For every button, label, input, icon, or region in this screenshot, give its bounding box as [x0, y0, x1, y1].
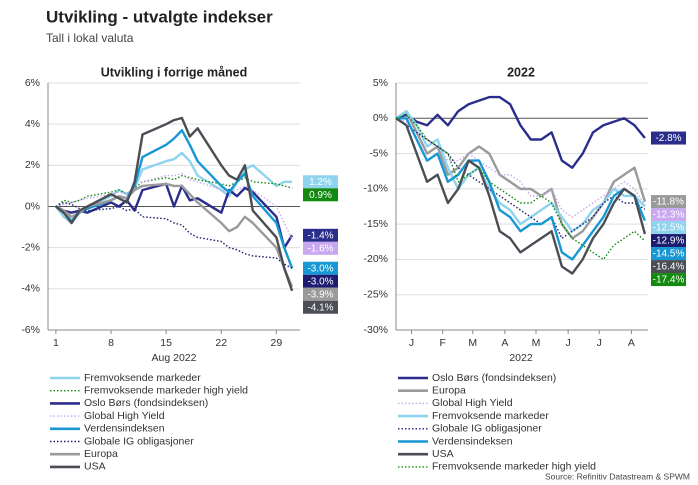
x-tick-label: 29	[271, 337, 283, 349]
x-tick-label: J	[566, 337, 571, 349]
y-tick-label: -4%	[21, 283, 40, 295]
x-tick-label: 22	[215, 337, 227, 349]
series-line	[395, 117, 647, 275]
series-line	[55, 201, 293, 269]
end-label: -16.4%	[653, 262, 685, 273]
legend-label: Fremvoksende markeder	[432, 410, 549, 422]
end-label: -2.8%	[655, 133, 681, 144]
end-label-box	[303, 188, 338, 202]
end-label: -17.4%	[653, 275, 685, 286]
legend-label: Oslo Børs (fondsindeksen)	[84, 397, 208, 409]
x-tick-label: 8	[108, 337, 114, 349]
y-tick-label: -10%	[363, 183, 388, 195]
end-label: -11.8%	[653, 197, 684, 208]
legend-label: Europa	[84, 448, 118, 460]
y-tick-label: -2%	[21, 241, 40, 253]
end-label: -14.5%	[653, 249, 685, 260]
legend-label: Fremvoksende markeder	[84, 372, 201, 384]
y-tick-label: 0%	[373, 112, 388, 124]
x-tick-label: M	[468, 337, 477, 349]
legend-label: Europa	[432, 384, 466, 396]
y-tick-label: 0%	[25, 200, 40, 212]
end-label: -3.0%	[307, 276, 333, 287]
y-tick-label: -5%	[369, 147, 388, 159]
x-tick-label: 1	[53, 337, 59, 349]
series-line	[395, 117, 646, 239]
x-tick-label: J	[597, 337, 602, 349]
end-label-box	[303, 274, 338, 288]
end-label: -1.4%	[307, 230, 333, 241]
end-label-box	[651, 195, 686, 209]
legend-label: Fremvoksende markeder high yield	[432, 461, 596, 473]
legend-label: Globale IG obligasjoner	[84, 435, 194, 447]
end-label: -12.3%	[653, 210, 685, 221]
series-line	[55, 174, 293, 208]
x-tick-label: F	[439, 337, 445, 349]
end-label-box	[303, 228, 338, 242]
series-line	[395, 114, 646, 261]
y-tick-label: 5%	[373, 77, 388, 89]
end-label: -1.6%	[307, 243, 333, 254]
y-tick-label: -30%	[363, 324, 388, 336]
x-tick-label: A	[628, 337, 635, 349]
page-title: Utvikling - utvalgte indekser	[46, 7, 273, 26]
source: Source: Refinitiv Datastream & SPWM	[545, 471, 690, 481]
y-tick-label: -15%	[363, 218, 388, 230]
series-line	[396, 117, 647, 261]
chart-title: 2022	[507, 65, 535, 79]
end-label-box	[651, 208, 686, 222]
y-tick-label: 2%	[25, 159, 40, 171]
legend-label: Fremvoksende markeder high yield	[84, 384, 248, 396]
end-label-box	[303, 287, 338, 301]
end-label-box	[303, 300, 338, 314]
end-label: -12.5%	[653, 223, 685, 234]
legend-label: Global High Yield	[84, 410, 165, 422]
legend-label: Global High Yield	[432, 397, 513, 409]
page-subtitle: Tall i lokal valuta	[46, 31, 134, 45]
end-label-box	[651, 247, 686, 261]
legend-label: Globale IG obligasjoner	[432, 423, 542, 435]
y-tick-label: -20%	[363, 253, 388, 265]
end-label-box	[303, 175, 338, 189]
x-tick-label: M	[532, 337, 541, 349]
legend-label: Oslo Børs (fondsindeksen)	[432, 372, 556, 384]
end-label: -3.0%	[307, 263, 333, 274]
x-axis-label: Aug 2022	[152, 352, 197, 364]
end-label-box	[651, 131, 686, 145]
end-label-box	[303, 261, 338, 275]
end-label: 1.2%	[309, 177, 332, 188]
end-label: -3.9%	[307, 289, 333, 300]
end-label-box	[303, 241, 338, 255]
legend-label: Verdensindeksen	[84, 423, 165, 435]
end-label-box	[651, 260, 686, 274]
y-tick-label: -6%	[21, 324, 40, 336]
series-line	[395, 117, 646, 218]
series-line	[395, 110, 647, 240]
end-label-box	[651, 221, 686, 235]
x-axis-label: 2022	[509, 352, 533, 364]
end-label: -4.1%	[307, 302, 333, 313]
y-tick-label: -25%	[363, 288, 388, 300]
legend-label: Verdensindeksen	[432, 435, 513, 447]
y-tick-label: 6%	[25, 77, 40, 89]
x-tick-label: 15	[160, 337, 172, 349]
legend-label: USA	[432, 448, 454, 460]
end-label: 0.9%	[309, 190, 332, 201]
end-label-box	[651, 273, 686, 287]
series-line	[55, 182, 294, 249]
end-label-box	[651, 234, 686, 248]
y-tick-label: 4%	[25, 118, 40, 130]
series-line	[54, 151, 293, 225]
x-tick-label: J	[409, 337, 414, 349]
series-line	[55, 116, 294, 292]
chart-title: Utvikling i forrige måned	[101, 65, 248, 79]
series-line	[395, 95, 646, 169]
x-tick-label: A	[501, 337, 508, 349]
series-line	[395, 110, 646, 233]
legend-label: USA	[84, 461, 106, 473]
end-label: -12.9%	[653, 236, 685, 247]
